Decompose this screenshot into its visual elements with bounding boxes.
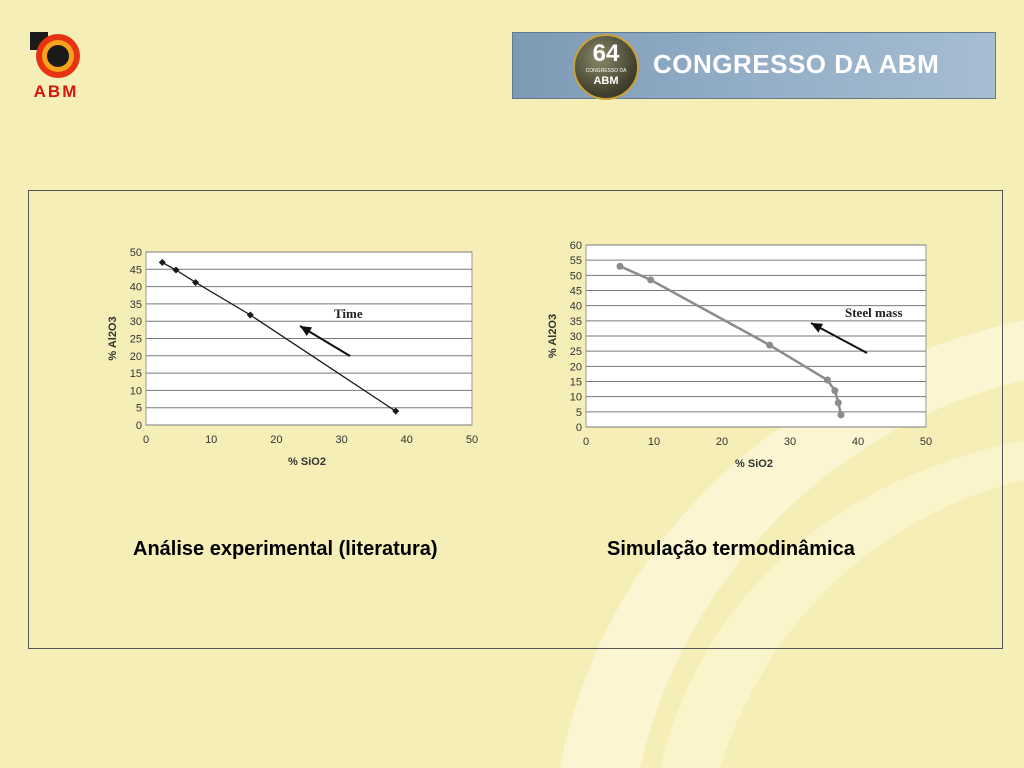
y-tick-label: 25 xyxy=(570,346,582,358)
y-tick-label: 5 xyxy=(136,403,142,415)
logo-text: ABM xyxy=(33,82,79,101)
y-tick-label: 20 xyxy=(570,361,582,373)
caption-experimental: Análise experimental (literatura) xyxy=(133,538,438,560)
x-tick-label: 10 xyxy=(648,436,660,448)
data-point xyxy=(831,387,839,395)
y-axis-label: % Al2O3 xyxy=(547,314,559,358)
data-point xyxy=(766,341,774,349)
data-point xyxy=(834,399,842,407)
data-point xyxy=(823,376,831,384)
y-tick-label: 0 xyxy=(576,422,582,434)
annotation-label: Steel mass xyxy=(845,305,902,320)
y-tick-label: 35 xyxy=(570,316,582,328)
data-point xyxy=(392,407,400,415)
x-axis-label: % SiO2 xyxy=(735,458,773,470)
data-point xyxy=(246,311,254,319)
banner-title: CONGRESSO DA ABM xyxy=(653,49,940,79)
y-tick-label: 15 xyxy=(570,377,582,389)
y-tick-label: 40 xyxy=(570,301,582,313)
x-tick-label: 40 xyxy=(401,434,413,446)
x-tick-label: 40 xyxy=(852,436,864,448)
y-axis-label: % Al2O3 xyxy=(107,316,119,360)
content-frame xyxy=(28,190,1003,649)
y-tick-label: 5 xyxy=(576,407,582,419)
y-tick-label: 30 xyxy=(570,331,582,343)
x-tick-label: 10 xyxy=(205,434,217,446)
x-tick-label: 50 xyxy=(466,434,478,446)
congress-banner: 64 CONGRESSO DA ABM CONGRESSO DA ABM xyxy=(512,32,996,100)
x-tick-label: 20 xyxy=(716,436,728,448)
x-tick-label: 30 xyxy=(784,436,796,448)
data-point xyxy=(647,276,655,284)
badge-org-text: ABM xyxy=(593,75,619,87)
annotation-arrow-head xyxy=(811,323,824,333)
badge-number: 64 xyxy=(592,40,620,67)
y-tick-label: 25 xyxy=(130,334,142,346)
x-tick-label: 20 xyxy=(270,434,282,446)
x-tick-label: 0 xyxy=(143,434,149,446)
y-tick-label: 10 xyxy=(130,385,142,397)
y-tick-label: 45 xyxy=(130,264,142,276)
x-tick-label: 50 xyxy=(920,436,932,448)
caption-simulation: Simulação termodinâmica xyxy=(607,538,855,560)
y-tick-label: 50 xyxy=(130,247,142,259)
y-tick-label: 35 xyxy=(130,299,142,311)
data-point xyxy=(172,266,180,274)
annotation-arrow-head xyxy=(300,326,313,336)
x-tick-label: 0 xyxy=(583,436,589,448)
y-tick-label: 20 xyxy=(130,351,142,363)
y-tick-label: 15 xyxy=(130,368,142,380)
chart-experimental: 0 5 10 15 20 25 30 35 40 45 50 0 10 20 30 40 50 % SiO2 % A… xyxy=(107,247,478,468)
y-tick-label: 0 xyxy=(136,420,142,432)
x-tick-label: 30 xyxy=(335,434,347,446)
data-point xyxy=(158,258,166,266)
x-axis-label: % SiO2 xyxy=(288,456,326,468)
data-point xyxy=(837,411,845,419)
y-tick-label: 55 xyxy=(570,255,582,267)
y-tick-label: 50 xyxy=(570,270,582,282)
data-point xyxy=(616,262,624,270)
y-tick-label: 40 xyxy=(130,282,142,294)
abm-logo: ABM xyxy=(28,30,84,102)
badge-small-text: CONGRESSO DA xyxy=(585,68,627,74)
y-tick-label: 60 xyxy=(570,240,582,252)
y-tick-label: 10 xyxy=(570,392,582,404)
abm-logo-mark-icon xyxy=(30,32,80,78)
y-tick-label: 45 xyxy=(570,286,582,298)
data-point xyxy=(192,278,200,286)
chart-simulation: 0 5 10 15 20 25 30 35 40 45 50 55 60 0 10 20 30 40 50 % SiO… xyxy=(547,240,932,470)
y-tick-label: 30 xyxy=(130,316,142,328)
annotation-label: Time xyxy=(334,306,363,321)
congress-badge: 64 CONGRESSO DA ABM xyxy=(573,34,639,100)
